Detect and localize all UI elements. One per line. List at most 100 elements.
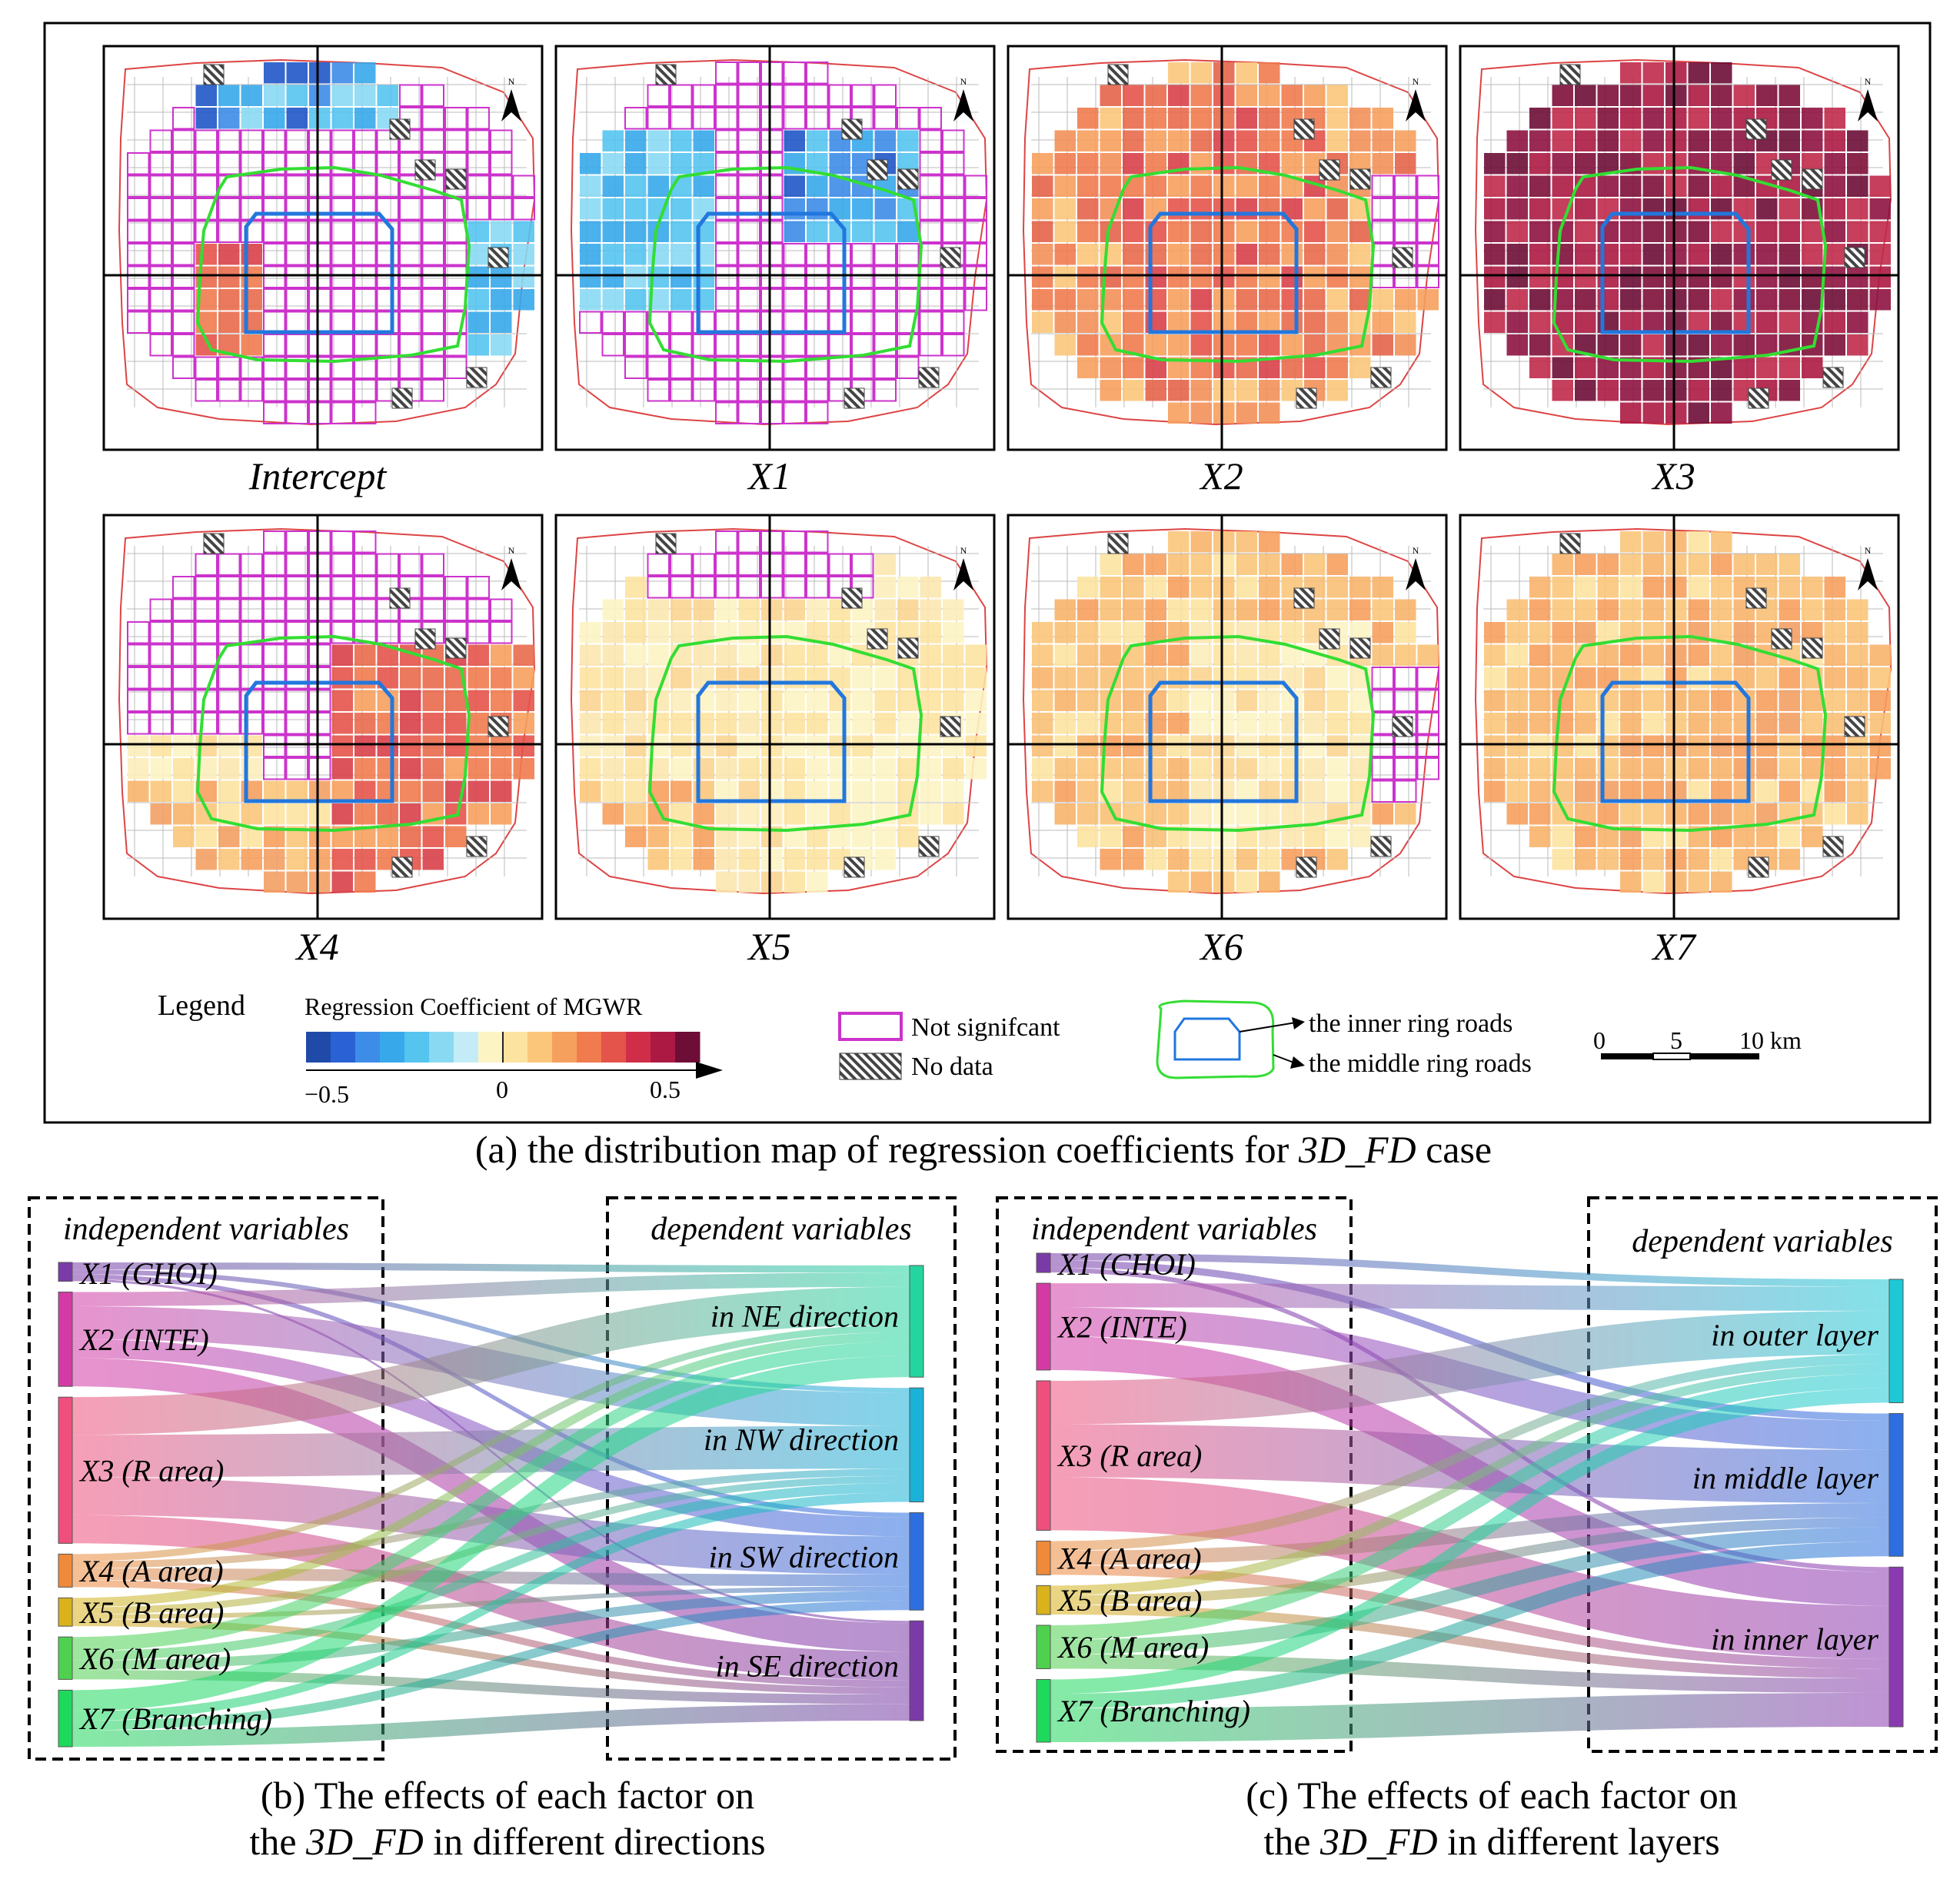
grid-cell — [1575, 577, 1596, 598]
grid-cell — [1213, 175, 1235, 197]
grid-cell — [1575, 713, 1596, 734]
grid-cell — [670, 553, 693, 576]
flow-ribbon — [72, 1475, 910, 1615]
grid-cell — [943, 622, 964, 644]
grid-cell — [1259, 554, 1280, 575]
grid-cell — [1824, 690, 1845, 711]
grid-cell — [692, 379, 715, 402]
grid-cell — [1597, 667, 1619, 689]
grid-cell — [1372, 311, 1393, 333]
grid-cell — [308, 530, 331, 554]
grid-cell — [218, 220, 241, 243]
grid-cell — [874, 311, 897, 334]
grid-cell — [1529, 713, 1551, 734]
grid-cell — [1259, 758, 1280, 780]
grid-cell — [580, 244, 601, 265]
north-arrow-shape — [1406, 89, 1426, 121]
grid-cell — [1575, 153, 1596, 175]
inner-ring-road — [244, 211, 394, 334]
grid-cell — [1711, 311, 1732, 333]
grid-cell — [309, 849, 331, 870]
grid-cell — [1529, 826, 1551, 847]
grid-cell — [829, 735, 850, 757]
grid-cell — [1688, 554, 1709, 575]
grid-cell — [602, 667, 624, 689]
grid-cell — [331, 758, 353, 780]
grid-cell — [738, 871, 760, 893]
grid-cell — [1711, 198, 1732, 220]
grid-cell — [1100, 577, 1121, 598]
grid-cell — [1123, 780, 1144, 802]
grid-cell — [218, 780, 240, 802]
grid-cell — [263, 265, 286, 288]
grid-cell — [1575, 622, 1596, 644]
grid-cell — [874, 288, 897, 311]
grid-cell — [1213, 667, 1235, 689]
grid-cell — [784, 758, 805, 780]
grid-cell — [173, 803, 195, 825]
grid-cell — [1032, 667, 1053, 689]
grid-cell — [218, 356, 241, 379]
grid-cell — [218, 689, 241, 712]
grid-cell — [852, 758, 874, 780]
grid-cell — [760, 198, 784, 221]
grid-cell — [285, 598, 308, 621]
grid-cell — [285, 401, 308, 424]
grid-cell — [1688, 690, 1709, 711]
grid-cell — [444, 129, 468, 152]
grid-cell — [491, 221, 512, 242]
grid-cell — [172, 689, 195, 712]
grid-cell — [716, 667, 737, 689]
grid-cell — [1190, 780, 1212, 802]
grid-cell — [760, 243, 784, 266]
grid-cell — [1304, 244, 1326, 265]
grid-cell — [490, 198, 513, 221]
grid-cell — [693, 153, 714, 175]
grid-cell — [602, 221, 624, 242]
grid-cell — [602, 599, 624, 620]
grid-cell — [1100, 849, 1121, 870]
grid-cell — [807, 803, 828, 825]
grid-cell — [422, 826, 444, 847]
grid-cell — [715, 356, 738, 379]
grid-cell — [468, 803, 489, 825]
flow-ribbon — [72, 1272, 910, 1306]
grid-cell — [920, 758, 941, 780]
grid-cell — [580, 221, 601, 242]
grid-cell — [874, 690, 896, 711]
grid-cell — [264, 849, 285, 870]
grid-cell — [1847, 644, 1868, 666]
colorbar-cell — [601, 1032, 627, 1063]
grid-cell — [1416, 243, 1439, 266]
grid-cell — [1802, 713, 1823, 734]
grid-cell — [1484, 780, 1506, 802]
grid-cell — [715, 198, 738, 221]
target-label: in NW direction — [704, 1422, 899, 1457]
north-arrow-icon: N — [953, 545, 973, 590]
grid-cell — [1824, 244, 1845, 265]
grid-cell — [761, 849, 783, 870]
dependent-title: dependent variables — [1632, 1224, 1892, 1259]
grid-cell — [1620, 713, 1642, 734]
grid-cell — [1190, 289, 1212, 311]
grid-cell — [1711, 244, 1732, 265]
caption-a: (a) the distribution map of regression c… — [475, 1128, 1492, 1171]
grid-cell — [738, 735, 760, 757]
grid-cell — [693, 130, 714, 151]
grid-cell — [1688, 221, 1709, 242]
grid-cell — [1168, 198, 1190, 220]
grid-cell — [400, 667, 421, 689]
grid-cell — [195, 644, 218, 667]
grid-cell — [421, 243, 444, 266]
grid-cell — [513, 758, 534, 780]
grid-cell — [715, 530, 738, 554]
grid-cell — [376, 152, 399, 175]
grid-cell — [874, 84, 897, 107]
grid-cell — [331, 379, 354, 402]
grid-cell — [1779, 599, 1800, 620]
grid-cell — [218, 289, 240, 311]
no-data-cell — [867, 628, 888, 650]
grid-cell — [1711, 871, 1732, 893]
grid-cell — [1802, 130, 1823, 151]
grid-cell — [1213, 735, 1235, 757]
